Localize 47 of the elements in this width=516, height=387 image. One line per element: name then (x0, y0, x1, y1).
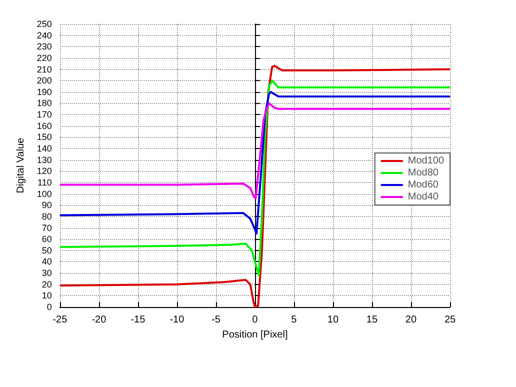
y-tick-label: 160 (36, 120, 52, 131)
y-tick-label: 250 (36, 19, 52, 29)
x-tick-label: -10 (170, 314, 185, 326)
x-tick-label: -15 (130, 314, 146, 326)
y-tick-label: 200 (36, 76, 52, 86)
y-tick-label: 110 (38, 177, 52, 188)
x-tick-label: 10 (327, 314, 339, 326)
y-tick-label: 40 (42, 256, 52, 267)
y-tick-label: 90 (42, 200, 52, 210)
y-tick-label: 210 (36, 64, 52, 74)
y-tick-label: 230 (36, 42, 52, 52)
y-tick-label: 80 (42, 211, 52, 222)
y-tick-label: 240 (36, 30, 52, 40)
line-series (58, 90, 451, 234)
y-tick-label: 20 (42, 279, 52, 290)
line-series (58, 64, 451, 308)
y-tick-label: 10 (42, 290, 52, 301)
legend-label: Mod80 (408, 168, 439, 178)
x-tick-label: 25 (444, 314, 456, 326)
legend-label: Mod100 (408, 156, 444, 166)
y-tick-label: 150 (36, 132, 52, 142)
y-tick-label: 190 (36, 86, 52, 97)
x-tick-label: 5 (291, 314, 298, 326)
y-tick-label: 140 (36, 144, 52, 154)
x-tick-label: 0 (252, 314, 258, 326)
y-tick-label: 0 (46, 302, 52, 312)
x-tick-label: 15 (366, 314, 378, 326)
y-tick-label: 50 (42, 245, 52, 256)
y-tick-label: 30 (42, 268, 52, 278)
y-tick-label: 170 (36, 110, 52, 120)
line-series (58, 80, 451, 276)
x-tick-label: -5 (211, 314, 221, 326)
x-tick-label: -25 (52, 314, 68, 326)
y-axis-title: Digital Value (16, 137, 26, 194)
legend-label: Mod40 (408, 192, 439, 202)
y-tick-label: 70 (42, 222, 52, 233)
x-tick-label: -20 (92, 314, 107, 326)
y-tick-label: 130 (36, 154, 52, 165)
x-tick-label: 20 (405, 314, 417, 326)
line-series (58, 102, 451, 200)
x-axis-title: Position [Pixel] (222, 329, 288, 340)
y-tick-label: 120 (36, 166, 52, 176)
y-tick-label: 100 (36, 188, 52, 199)
legend-label: Mod60 (408, 180, 439, 190)
y-tick-label: 220 (36, 52, 52, 63)
y-tick-label: 60 (42, 234, 52, 244)
y-tick-label: 180 (36, 98, 52, 108)
